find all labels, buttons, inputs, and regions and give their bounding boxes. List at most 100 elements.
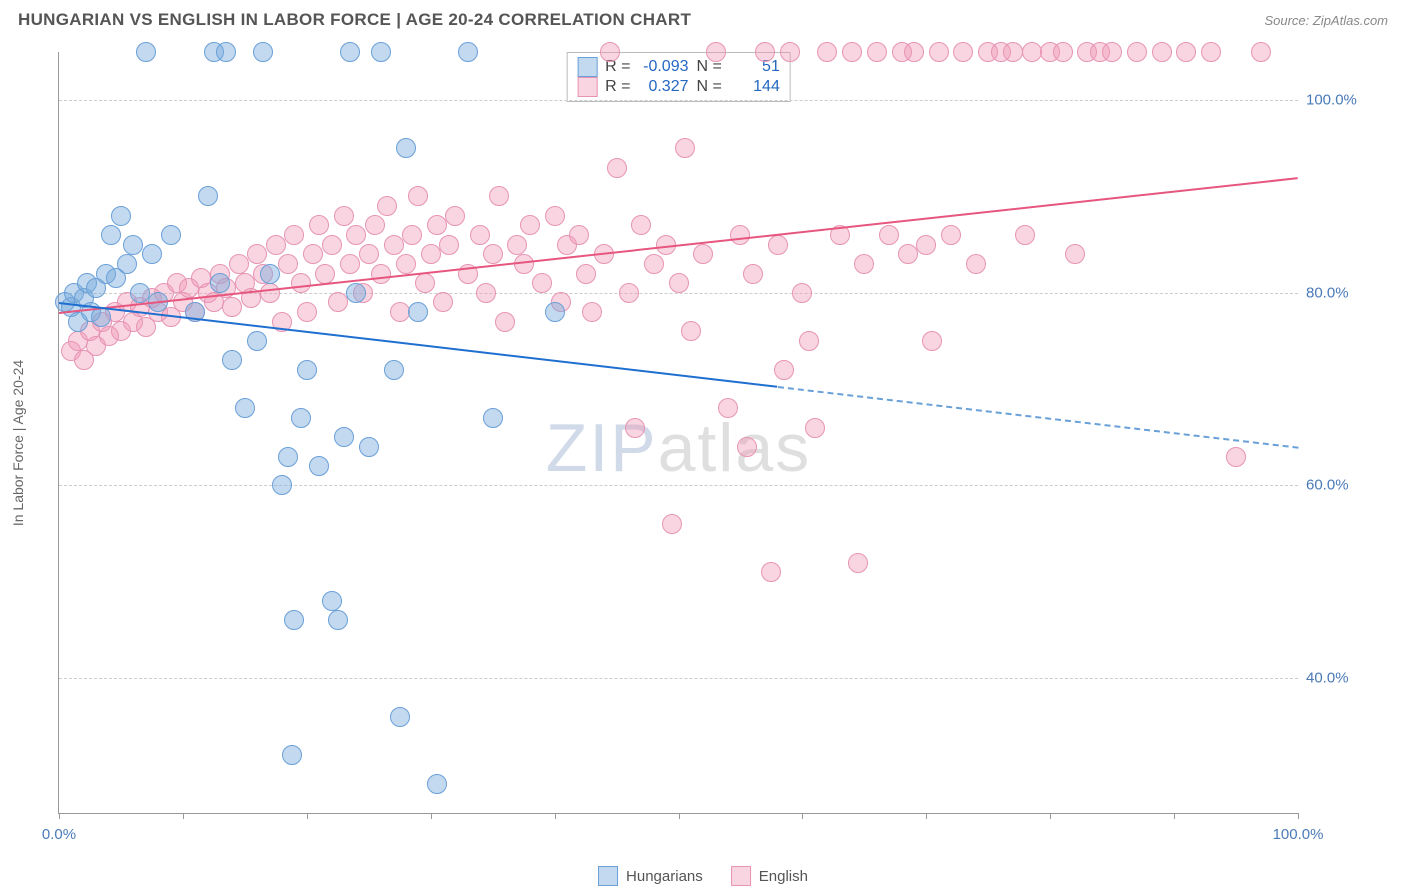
scatter-point-english [365,215,385,235]
legend-label-english: English [759,868,808,885]
x-tick [59,813,60,819]
scatter-point-hungarians [359,437,379,457]
scatter-point-english [848,553,868,573]
scatter-point-english [1251,42,1271,62]
scatter-point-english [693,244,713,264]
scatter-point-hungarians [260,264,280,284]
scatter-point-english [309,215,329,235]
chart-source: Source: ZipAtlas.com [1264,13,1388,28]
scatter-point-english [619,283,639,303]
x-tick [1050,813,1051,819]
scatter-point-hungarians [371,42,391,62]
watermark: ZIPatlas [546,409,811,487]
scatter-point-hungarians [390,707,410,727]
scatter-point-english [291,273,311,293]
scatter-point-english [730,225,750,245]
scatter-point-english [792,283,812,303]
scatter-point-english [483,244,503,264]
scatter-point-english [644,254,664,274]
scatter-point-hungarians [253,42,273,62]
scatter-point-english [532,273,552,293]
scatter-point-english [303,244,323,264]
scatter-point-english [805,418,825,438]
series-legend: Hungarians English [598,866,808,886]
legend-label-hungarians: Hungarians [626,868,703,885]
scatter-point-english [408,186,428,206]
scatter-point-english [953,42,973,62]
swatch-english [577,77,597,97]
scatter-point-english [922,331,942,351]
scatter-point-hungarians [328,610,348,630]
scatter-point-hungarians [136,42,156,62]
scatter-point-english [260,283,280,303]
scatter-point-hungarians [216,42,236,62]
scatter-point-hungarians [396,138,416,158]
chart-header: HUNGARIAN VS ENGLISH IN LABOR FORCE | AG… [0,0,1406,36]
scatter-point-english [842,42,862,62]
scatter-point-english [384,235,404,255]
gridline [59,678,1298,679]
scatter-point-english [879,225,899,245]
scatter-point-english [402,225,422,245]
x-tick [1298,813,1299,819]
scatter-point-english [377,196,397,216]
swatch-english [731,866,751,886]
scatter-point-english [768,235,788,255]
x-tick [802,813,803,819]
scatter-point-english [681,321,701,341]
scatter-point-hungarians [161,225,181,245]
y-tick-label: 80.0% [1306,284,1376,301]
scatter-point-hungarians [198,186,218,206]
x-tick [926,813,927,819]
scatter-point-hungarians [309,456,329,476]
scatter-point-english [507,235,527,255]
scatter-point-english [489,186,509,206]
scatter-point-english [1003,42,1023,62]
swatch-hungarians [577,57,597,77]
scatter-point-hungarians [458,42,478,62]
trend-line-hungarians-extrapolated [777,386,1298,449]
scatter-point-english [545,206,565,226]
scatter-point-english [439,235,459,255]
scatter-point-english [229,254,249,274]
scatter-point-english [520,215,540,235]
scatter-point-english [761,562,781,582]
scatter-point-english [898,244,918,264]
scatter-point-hungarians [483,408,503,428]
watermark-atlas: atlas [658,410,812,486]
y-tick-label: 40.0% [1306,670,1376,687]
scatter-point-english [247,244,267,264]
scatter-point-english [799,331,819,351]
scatter-point-english [662,514,682,534]
scatter-point-hungarians [278,447,298,467]
scatter-point-hungarians [384,360,404,380]
x-tick [555,813,556,819]
stats-legend: R = -0.093 N = 51 R = 0.327 N = 144 [566,52,791,102]
chart-title: HUNGARIAN VS ENGLISH IN LABOR FORCE | AG… [18,10,691,30]
gridline [59,100,1298,101]
scatter-point-english [929,42,949,62]
scatter-point-english [1226,447,1246,467]
x-tick [679,813,680,819]
scatter-point-english [569,225,589,245]
scatter-point-english [371,264,391,284]
scatter-point-english [966,254,986,274]
gridline [59,485,1298,486]
chart-area: In Labor Force | Age 20-24 ZIPatlas R = … [18,42,1388,844]
scatter-point-english [780,42,800,62]
scatter-point-hungarians [427,774,447,794]
n-value-english: 144 [730,78,780,96]
x-tick [431,813,432,819]
scatter-point-english [297,302,317,322]
scatter-point-english [1053,42,1073,62]
n-label: N = [697,78,722,96]
scatter-point-english [476,283,496,303]
scatter-point-hungarians [297,360,317,380]
scatter-point-english [631,215,651,235]
scatter-point-hungarians [346,283,366,303]
scatter-point-hungarians [272,475,292,495]
scatter-point-hungarians [334,427,354,447]
scatter-point-english [675,138,695,158]
x-tick-label: 0.0% [42,826,76,843]
scatter-point-english [346,225,366,245]
